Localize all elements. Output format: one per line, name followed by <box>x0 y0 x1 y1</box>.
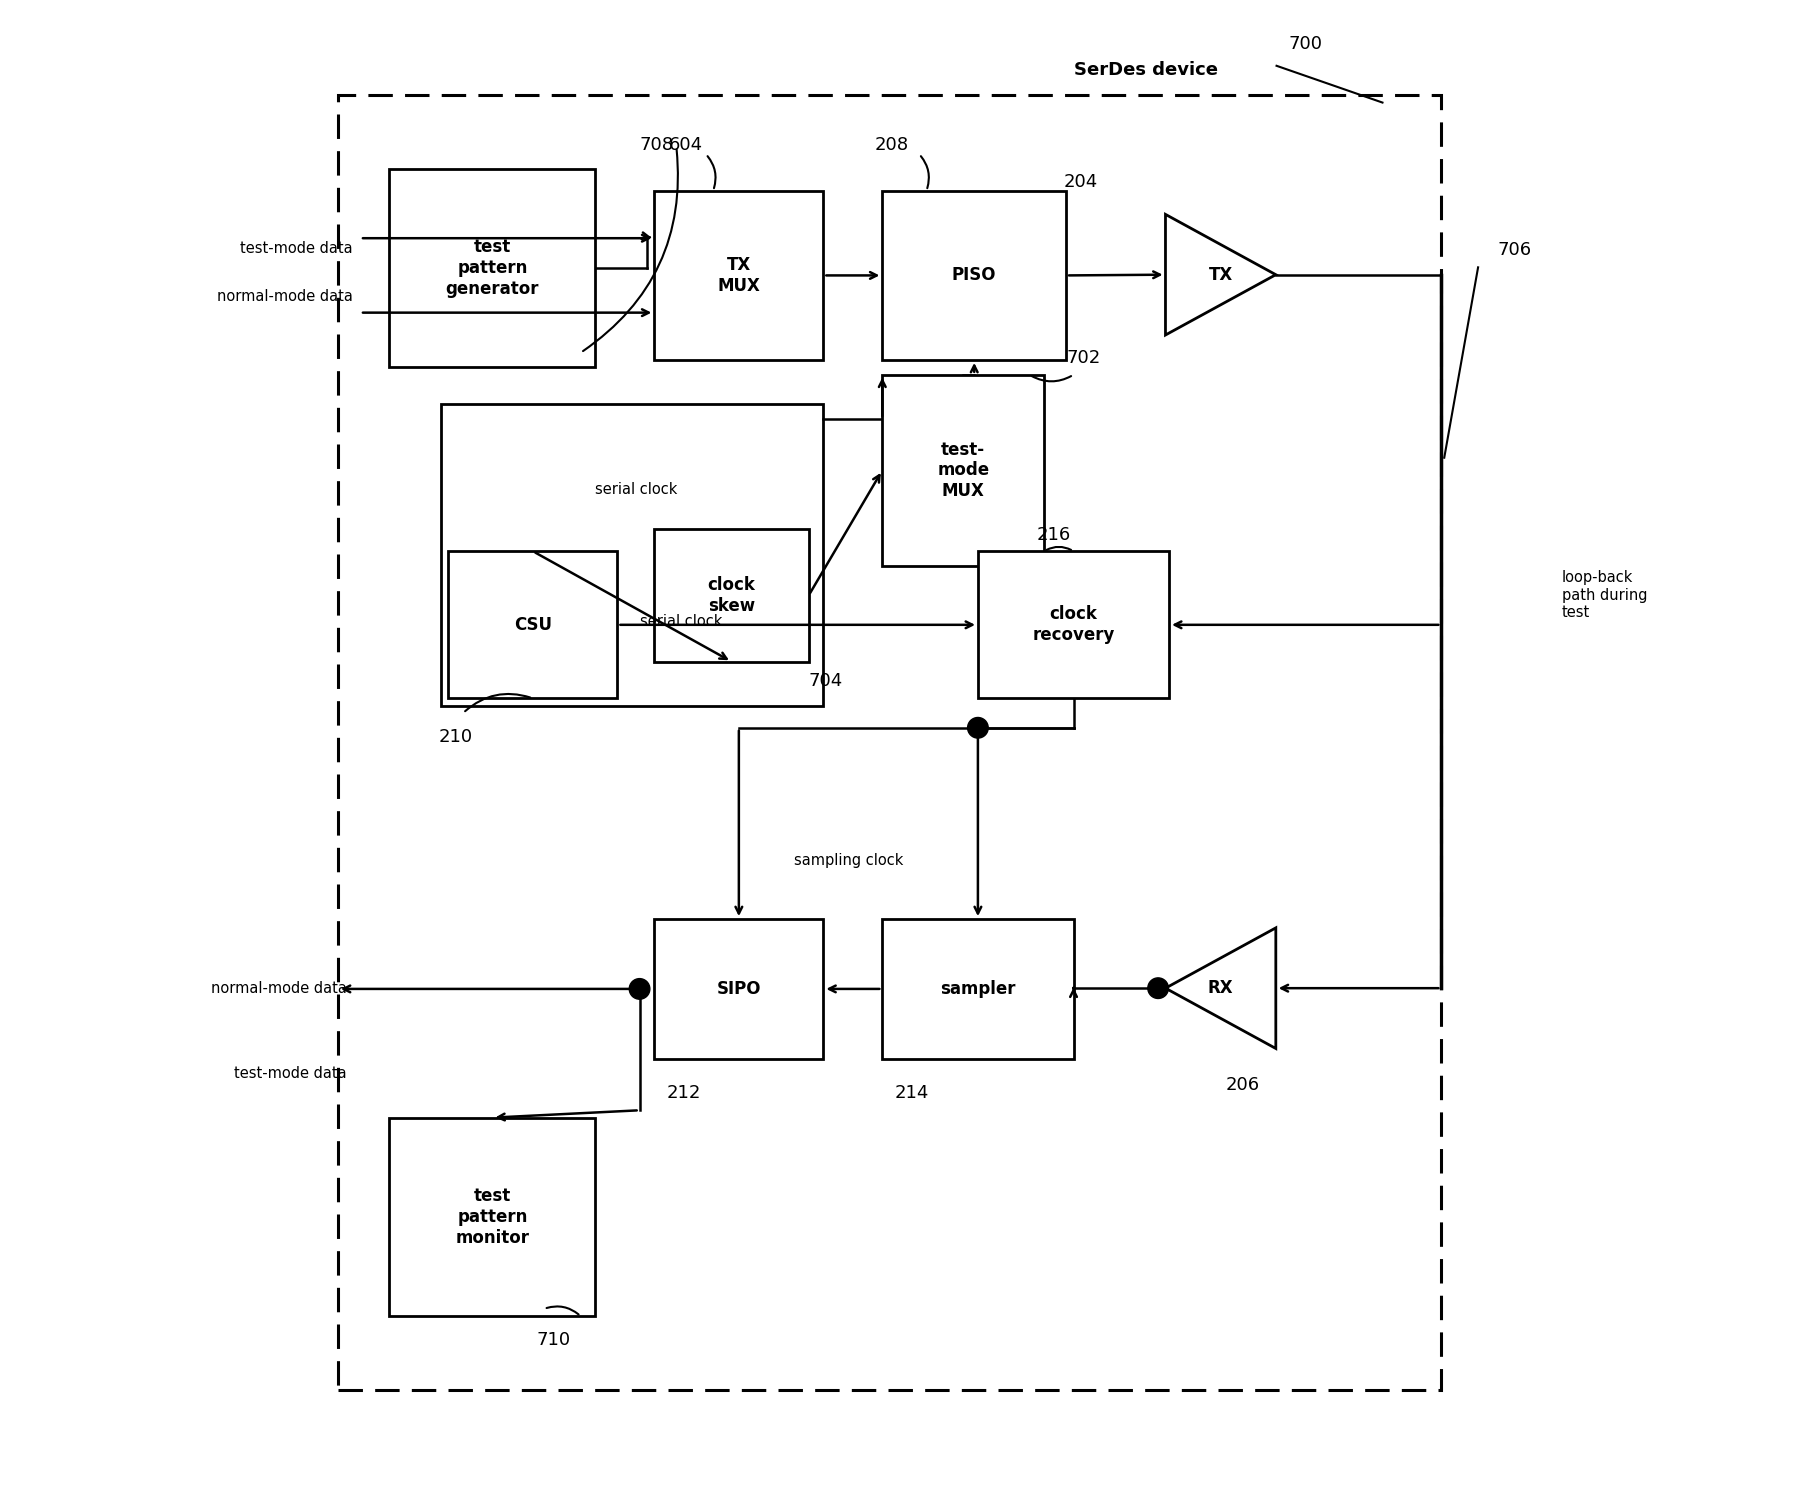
Text: serial clock: serial clock <box>639 615 721 630</box>
FancyBboxPatch shape <box>883 919 1073 1059</box>
Text: test-mode data: test-mode data <box>240 241 353 255</box>
Text: sampler: sampler <box>940 980 1015 998</box>
Polygon shape <box>1166 928 1276 1048</box>
Text: sampling clock: sampling clock <box>795 852 904 867</box>
Text: 212: 212 <box>667 1084 701 1102</box>
Text: 700: 700 <box>1288 34 1322 53</box>
Text: clock
recovery: clock recovery <box>1032 606 1114 644</box>
Text: 604: 604 <box>669 137 703 154</box>
FancyBboxPatch shape <box>389 169 596 367</box>
Text: serial clock: serial clock <box>596 483 678 497</box>
FancyBboxPatch shape <box>448 551 617 698</box>
FancyBboxPatch shape <box>883 374 1044 566</box>
Text: 210: 210 <box>438 728 474 745</box>
FancyBboxPatch shape <box>389 1118 596 1316</box>
FancyBboxPatch shape <box>655 529 809 662</box>
Text: 214: 214 <box>895 1084 929 1102</box>
Text: loop-back
path during
test: loop-back path during test <box>1563 570 1647 621</box>
Circle shape <box>1148 979 1168 998</box>
Text: 704: 704 <box>809 671 843 691</box>
Text: SIPO: SIPO <box>716 980 761 998</box>
Text: normal-mode data: normal-mode data <box>212 980 346 995</box>
Text: 706: 706 <box>1498 241 1532 258</box>
FancyBboxPatch shape <box>655 192 823 359</box>
Text: TX: TX <box>1209 266 1232 284</box>
Text: 708: 708 <box>639 137 675 154</box>
FancyBboxPatch shape <box>978 551 1170 698</box>
Text: 206: 206 <box>1225 1077 1259 1094</box>
Polygon shape <box>1166 214 1276 336</box>
Circle shape <box>630 979 649 999</box>
Text: TX
MUX: TX MUX <box>718 255 761 296</box>
Circle shape <box>967 717 988 738</box>
FancyBboxPatch shape <box>883 192 1066 359</box>
Text: SerDes device: SerDes device <box>1073 61 1218 79</box>
Text: clock
skew: clock skew <box>707 576 755 615</box>
Text: 208: 208 <box>875 137 910 154</box>
Text: test
pattern
generator: test pattern generator <box>445 238 540 298</box>
Text: test
pattern
monitor: test pattern monitor <box>456 1187 529 1247</box>
Text: 216: 216 <box>1037 526 1071 544</box>
Text: normal-mode data: normal-mode data <box>217 290 353 304</box>
Text: test-mode data: test-mode data <box>235 1066 346 1081</box>
Text: 204: 204 <box>1064 172 1098 192</box>
Text: PISO: PISO <box>953 266 996 285</box>
Text: RX: RX <box>1207 979 1234 996</box>
FancyBboxPatch shape <box>655 919 823 1059</box>
Text: CSU: CSU <box>513 616 553 634</box>
Text: 710: 710 <box>536 1331 570 1348</box>
Text: test-
mode
MUX: test- mode MUX <box>936 441 988 500</box>
Text: 702: 702 <box>1066 349 1100 367</box>
